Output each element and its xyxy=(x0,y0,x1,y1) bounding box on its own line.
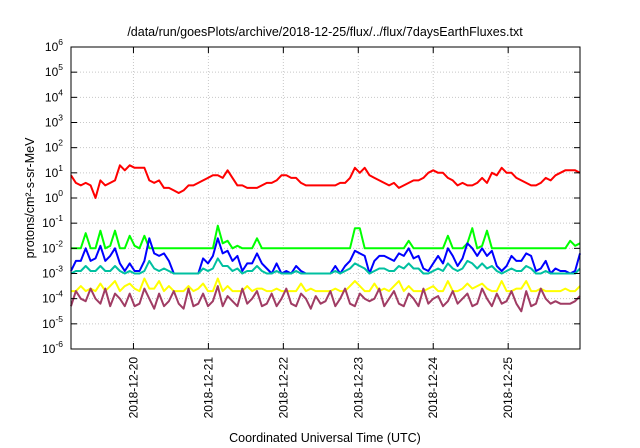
x-tick-label: 2018-12-25 xyxy=(501,357,515,419)
y-tick-label: 101 xyxy=(45,163,63,180)
y-tick-label: 104 xyxy=(45,87,63,104)
series-lines xyxy=(70,164,581,313)
y-tick-label: 100 xyxy=(45,188,63,205)
series-line-1 xyxy=(70,164,581,199)
x-tick-label: 2018-12-24 xyxy=(426,357,440,419)
y-tick-label: 102 xyxy=(45,138,63,155)
x-tick-label: 2018-12-20 xyxy=(126,357,140,419)
y-axis-label: protons/cm²-s-sr-MeV xyxy=(23,137,37,259)
y-axis-title: protons/cm²-s-sr-MeV xyxy=(23,137,37,259)
series-line-5 xyxy=(71,277,581,293)
x-axis-title: Coordinated Universal Time (UTC) xyxy=(229,431,421,445)
series-line-4 xyxy=(70,257,581,275)
x-tick-label: 2018-12-22 xyxy=(276,357,290,419)
y-tick-label: 10-6 xyxy=(42,339,63,356)
series-line-6 xyxy=(70,285,581,313)
y-tick-label: 10-4 xyxy=(42,289,63,306)
y-tick-label: 10-3 xyxy=(42,264,63,281)
y-axis: 10-6 10-5 10-4 10-3 10-2 10-1 100 101 102 103 104 1… xyxy=(42,37,580,356)
chart-title: /data/run/goesPlots/archive/2018-12-25/f… xyxy=(127,25,523,39)
y-tick-label: 10-1 xyxy=(42,213,63,230)
x-axis: 2018-12-20 2018-12-21 2018-12-22 2018-12-23… xyxy=(126,47,515,418)
y-tick-label: 105 xyxy=(45,62,63,79)
series-line-2 xyxy=(71,224,581,250)
y-tick-label: 103 xyxy=(45,113,63,130)
series-line-3 xyxy=(70,237,581,275)
x-tick-label: 2018-12-21 xyxy=(201,357,215,419)
y-tick-label: 106 xyxy=(45,37,63,54)
y-tick-label: 10-2 xyxy=(42,238,63,255)
x-tick-label: 2018-12-23 xyxy=(351,357,365,419)
y-tick-label: 10-5 xyxy=(42,314,63,331)
